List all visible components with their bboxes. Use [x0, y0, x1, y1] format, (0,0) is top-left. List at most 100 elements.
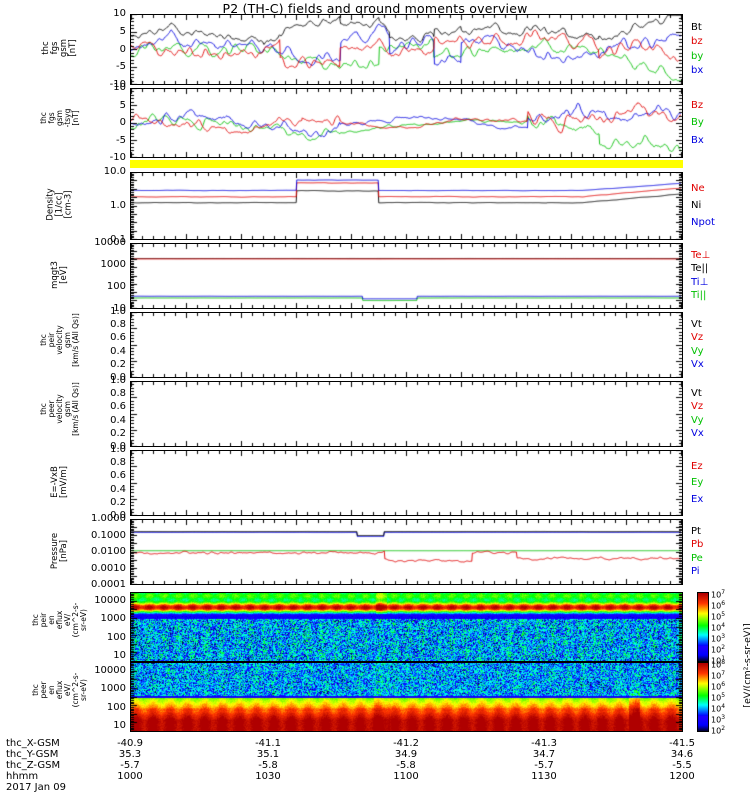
xaxis-value-hhmm-4: 1200 — [669, 771, 695, 782]
ytick-label-temperature-0: 10000 — [94, 237, 126, 248]
xaxis-row-label-thc_Y-GSM: thc_Y-GSM — [6, 749, 59, 760]
ytick-label-fgs-gsm-tsyg-4: -10 — [109, 152, 126, 163]
xaxis-value-thc_Y-GSM-2: 34.9 — [394, 749, 418, 760]
ytick-marks-right-temperature — [673, 243, 683, 309]
legend-item-efield-Ey: Ey — [691, 477, 704, 488]
ytick-label-peir-velocity-5: 0.0 — [110, 372, 126, 383]
ytick-label-density-1: 1.0 — [110, 200, 126, 211]
plot-panel-fgs-gsm — [130, 14, 683, 85]
panel-canvas-peer-eflux — [131, 663, 682, 731]
xaxis-value-thc_Z-GSM-1: -5.8 — [258, 760, 278, 771]
data-quality-bar — [130, 160, 683, 168]
ytick-label-fgs-gsm-4: -10 — [109, 79, 126, 90]
legend-item-fgs-gsm-tsyg-Bz: Bz — [691, 99, 704, 111]
ytick-label-peer-velocity-5: 0.0 — [110, 441, 126, 452]
legend-item-efield-Ex: Ex — [691, 493, 704, 505]
xaxis-row-label-thc_Z-GSM: thc_Z-GSM — [6, 760, 61, 771]
colorbar-tick-peir-colorbar-4: 104 — [711, 622, 726, 633]
panel-canvas-temperature — [131, 244, 682, 308]
ytick-label-efield-0: 1.0 — [110, 444, 126, 455]
ytick-marks-pressure — [130, 519, 140, 585]
colorbar-axis-title: [eV/(cm²-s-sr-eV)] — [742, 623, 750, 708]
colorbar-peir-colorbar — [697, 592, 709, 662]
xaxis-value-thc_Y-GSM-4: 34.6 — [670, 749, 694, 760]
date-label: 2017 Jan 09 — [6, 782, 66, 793]
legend-item-peer-velocity-Vz: Vz — [691, 401, 704, 413]
ytick-label-peir-eflux-1: 1000 — [100, 613, 126, 625]
ytick-label-fgs-gsm-tsyg-1: 5 — [119, 99, 126, 111]
ytick-label-peer-eflux-1: 1000 — [100, 683, 126, 695]
ytick-label-fgs-gsm-tsyg-3: -5 — [116, 134, 126, 146]
colorbar-tick-peer-colorbar-3: 103 — [711, 714, 726, 725]
legend-item-peer-velocity-Vx: Vx — [691, 427, 704, 439]
ytick-label-pressure-1: 0.1000 — [91, 529, 126, 541]
ytick-label-peer-velocity-3: 0.4 — [110, 414, 126, 426]
ytick-marks-temperature — [130, 243, 140, 309]
colorbar-tick-peer-colorbar-6: 106 — [711, 681, 726, 692]
xaxis-value-thc_Y-GSM-0: 35.3 — [118, 749, 142, 760]
colorbar-tick-peir-colorbar-5: 105 — [711, 611, 726, 622]
plot-panel-peer-eflux — [130, 662, 683, 732]
legend-item-density-Npot: Npot — [691, 217, 715, 228]
legend-item-temperature-Te: Te⊥ — [691, 250, 711, 262]
xaxis-value-thc_Z-GSM-2: -5.8 — [396, 760, 416, 771]
legend-item-temperature-Ti: Ti⊥ — [691, 276, 709, 288]
ylabel-peer-eflux: thc peer en eflux eV/ (cm^2-s- sr-eV) — [31, 672, 88, 708]
ytick-marks-right-efield — [673, 450, 683, 516]
plot-panel-pressure — [130, 519, 683, 585]
colorbar-tick-peir-colorbar-1: 101 — [711, 655, 726, 666]
ytick-marks-peer-velocity — [130, 381, 140, 447]
plot-panel-temperature — [130, 243, 683, 309]
colorbar-tick-peer-colorbar-2: 102 — [711, 725, 726, 736]
ytick-label-peer-velocity-4: 0.2 — [110, 427, 126, 439]
ytick-label-density-2: 0.1 — [110, 234, 126, 245]
ytick-label-peir-velocity-1: 0.8 — [110, 319, 126, 331]
ytick-marks-peer-eflux — [130, 662, 140, 732]
ytick-label-efield-5: 0.0 — [110, 510, 126, 521]
colorbar-gradient-peer-colorbar — [698, 663, 708, 731]
ytick-marks-right-peir-eflux — [673, 592, 683, 662]
xaxis-row-label-thc_X-GSM: thc_X-GSM — [6, 738, 60, 749]
panel-canvas-peer-velocity — [131, 382, 682, 446]
ytick-label-temperature-2: 100 — [106, 281, 126, 292]
xaxis-value-hhmm-1: 1030 — [255, 771, 281, 782]
xaxis-value-thc_Z-GSM-0: -5.7 — [120, 760, 140, 771]
colorbar-tick-peir-colorbar-6: 106 — [711, 600, 726, 611]
plot-panel-peir-eflux — [130, 592, 683, 662]
legend-item-pressure-Pi: Pi — [691, 565, 700, 577]
legend-item-temperature-Te: Te|| — [691, 263, 709, 275]
ytick-label-efield-3: 0.4 — [110, 483, 126, 495]
ytick-label-peir-velocity-2: 0.6 — [110, 332, 126, 344]
ytick-label-efield-2: 0.6 — [110, 470, 126, 482]
ytick-label-temperature-3: 10 — [113, 303, 126, 314]
colorbar-tick-peer-colorbar-5: 105 — [711, 692, 726, 703]
ytick-marks-right-peer-eflux — [673, 662, 683, 732]
legend-item-density-Ne: Ne — [691, 183, 705, 194]
ytick-label-fgs-gsm-2: 0 — [119, 43, 126, 55]
legend-item-peir-velocity-Vt: Vt — [691, 319, 702, 331]
colorbar-tick-peir-colorbar-2: 102 — [711, 644, 726, 655]
ytick-label-pressure-2: 0.0100 — [91, 546, 126, 557]
xaxis-row-label-hhmm: hhmm — [6, 771, 39, 782]
ytick-label-peer-velocity-2: 0.6 — [110, 401, 126, 413]
xaxis-value-thc_X-GSM-2: -41.2 — [393, 738, 419, 749]
colorbar-tick-peer-colorbar-7: 107 — [711, 670, 726, 681]
ytick-marks-density — [130, 172, 140, 240]
ytick-marks-right-fgs-gsm-tsyg — [673, 88, 683, 158]
ytick-label-temperature-1: 1000 — [100, 259, 126, 270]
panel-canvas-efield — [131, 451, 682, 515]
ytick-label-efield-4: 0.2 — [110, 496, 126, 508]
ytick-marks-peir-velocity — [130, 312, 140, 378]
legend-item-fgs-gsm-by: by — [691, 50, 704, 62]
ytick-marks-right-density — [673, 172, 683, 240]
xaxis-value-thc_Z-GSM-4: -5.5 — [672, 760, 692, 771]
ytick-label-efield-1: 0.8 — [110, 457, 126, 469]
xaxis-value-thc_Z-GSM-3: -5.7 — [534, 760, 554, 771]
ytick-label-peir-velocity-3: 0.4 — [110, 345, 126, 357]
colorbar-peer-colorbar — [697, 662, 709, 732]
legend-item-peir-velocity-Vz: Vz — [691, 332, 704, 344]
legend-item-pressure-Pe: Pe — [691, 552, 703, 564]
legend-item-fgs-gsm-bx: bx — [691, 64, 704, 76]
ytick-label-peer-eflux-2: 100 — [106, 701, 126, 713]
xaxis-value-thc_X-GSM-0: -40.9 — [117, 738, 143, 749]
